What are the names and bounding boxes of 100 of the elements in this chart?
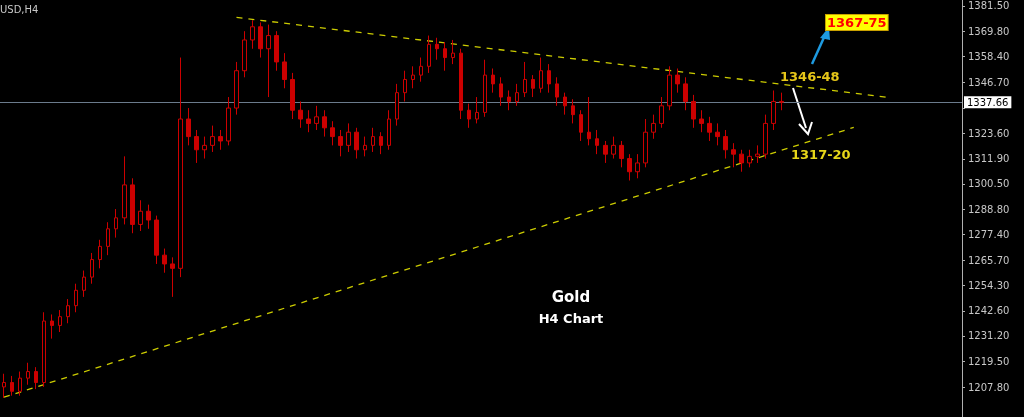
candlestick xyxy=(419,57,423,83)
candlestick xyxy=(114,208,118,239)
candlestick xyxy=(739,149,744,173)
candlestick xyxy=(82,270,86,298)
candlestick xyxy=(322,109,327,138)
candlestick xyxy=(387,109,391,151)
candlestick xyxy=(483,59,487,118)
candlestick xyxy=(443,41,447,72)
candlestick xyxy=(715,122,720,146)
candlestick xyxy=(314,105,319,131)
candlestick xyxy=(499,76,503,107)
y-tick-label: 1358.40 xyxy=(968,51,1010,63)
candlestick xyxy=(218,129,223,151)
candlestick xyxy=(58,309,62,333)
candlestick xyxy=(242,30,247,78)
y-tick-label: 1265.70 xyxy=(968,254,1010,266)
candlestick xyxy=(467,103,471,129)
candlestick xyxy=(755,144,760,164)
candlestick xyxy=(619,140,624,168)
y-tick-label: 1207.80 xyxy=(968,381,1010,393)
candlestick xyxy=(571,98,575,124)
y-tick-label: 1219.50 xyxy=(968,356,1010,368)
candlestick xyxy=(691,94,696,129)
candlestick xyxy=(194,129,199,164)
candlestick xyxy=(202,136,207,160)
candlestick xyxy=(643,118,648,168)
annotation: USD,H4 xyxy=(0,3,39,15)
candlestick xyxy=(747,149,752,168)
candlestick xyxy=(507,89,511,111)
candlestick xyxy=(763,114,768,160)
candlestick xyxy=(170,256,175,298)
candlestick xyxy=(234,61,239,116)
candlestick xyxy=(50,313,54,340)
candlestick xyxy=(26,362,30,386)
candlestick xyxy=(579,109,583,142)
candlestick xyxy=(427,35,431,74)
candlestick xyxy=(266,24,271,98)
y-tick-label: 1311.90 xyxy=(968,153,1010,165)
annotation: 1346-48 xyxy=(780,69,840,84)
y-tick-label: 1288.80 xyxy=(968,203,1010,215)
candlestick xyxy=(346,122,351,153)
y-tick-label: 1323.60 xyxy=(968,127,1010,139)
y-tick-label: 1254.30 xyxy=(968,279,1010,291)
candlestick xyxy=(210,125,215,153)
candlestick xyxy=(354,127,359,160)
candlestick xyxy=(395,83,399,127)
candlestick xyxy=(371,127,375,153)
candlestick xyxy=(154,215,159,265)
candlestick xyxy=(130,177,135,234)
candlestick xyxy=(18,371,22,397)
candlestick xyxy=(547,63,551,94)
candlestick xyxy=(667,65,672,111)
candlestick xyxy=(363,136,367,157)
candlestick xyxy=(186,107,191,146)
candlestick xyxy=(603,140,608,164)
candlestick xyxy=(611,136,616,160)
candlestick xyxy=(659,96,664,129)
candlestick xyxy=(459,48,463,120)
candlestick xyxy=(515,83,519,107)
y-tick-label: 1277.40 xyxy=(968,229,1010,241)
candlestick xyxy=(411,65,415,89)
candlestick xyxy=(338,129,343,157)
candlestick xyxy=(699,109,704,133)
candlestick xyxy=(306,109,311,133)
y-tick-label: 1231.20 xyxy=(968,330,1010,342)
candlestick xyxy=(250,19,255,50)
candlestick xyxy=(34,366,38,390)
candlestick xyxy=(178,57,183,278)
candlestick xyxy=(74,283,78,313)
candlestick xyxy=(162,248,167,274)
annotation: 1367-75 xyxy=(827,15,887,30)
candlestick xyxy=(330,120,335,146)
candlestick xyxy=(723,129,728,160)
candlestick xyxy=(627,153,632,181)
y-tick-label: 1242.60 xyxy=(968,305,1010,317)
candlestick xyxy=(258,21,263,59)
candlestick xyxy=(779,92,784,111)
candlestick xyxy=(595,129,599,155)
candlestick xyxy=(122,155,127,225)
candlestick xyxy=(298,100,303,129)
y-tick-label: 1346.70 xyxy=(968,76,1010,88)
candlestick xyxy=(274,30,279,72)
candlestick xyxy=(42,311,46,388)
candlestick xyxy=(523,61,527,98)
y-tick-label: 1381.50 xyxy=(968,0,1010,12)
candlestick xyxy=(563,92,567,116)
candlestick xyxy=(106,221,110,256)
candlestick xyxy=(435,37,439,61)
candlestick xyxy=(651,114,656,140)
candlestick xyxy=(491,68,495,94)
text: H4 Chart xyxy=(538,311,604,326)
ref-line-label: 1337.66 xyxy=(967,96,1009,108)
candlestick xyxy=(2,373,6,399)
candlestick xyxy=(531,74,535,98)
text: Gold xyxy=(551,287,591,306)
candlestick xyxy=(379,131,383,155)
candlestick xyxy=(290,72,295,120)
y-tick-label: 1300.50 xyxy=(968,178,1010,190)
annotation: 1317-20 xyxy=(791,147,851,162)
candlestick xyxy=(146,204,151,230)
